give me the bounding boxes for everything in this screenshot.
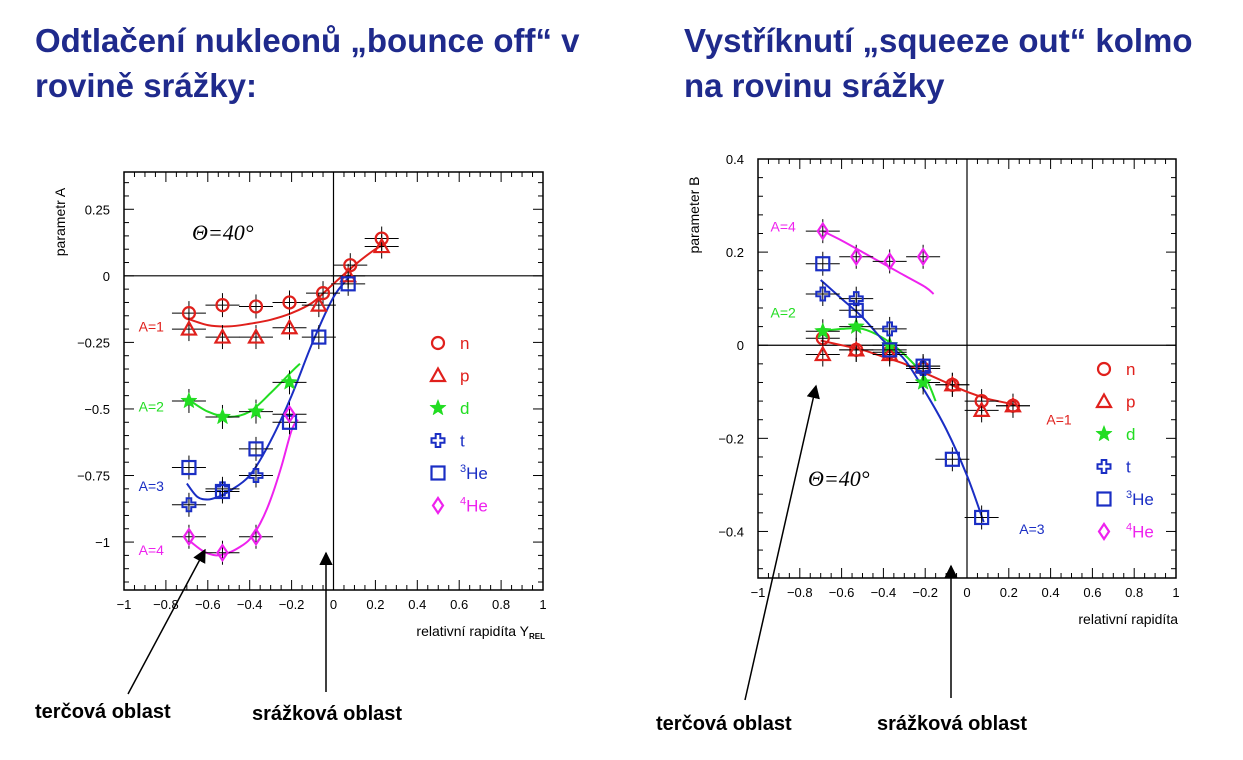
legend-text: He — [466, 497, 488, 516]
label-collision-region-left: srážková oblast — [252, 703, 402, 726]
label-target-region-right: terčová oblast — [656, 713, 792, 736]
fit-curve-a-4 — [191, 420, 298, 556]
legend-marker-he4 — [1099, 524, 1109, 539]
y-tick-label: −0.75 — [77, 469, 110, 484]
legend-label-t: t — [1126, 458, 1131, 477]
x-axis-label: relativní rapidíta — [1078, 611, 1178, 627]
y-tick-label: −0.4 — [718, 524, 744, 539]
label-target-region-left: terčová oblast — [35, 701, 171, 724]
y-tick-label: 0 — [103, 269, 110, 284]
y-tick-label: 0 — [737, 338, 744, 353]
series-4he — [806, 219, 940, 273]
legend-marker-t — [1098, 460, 1111, 473]
fit-curve-a-2 — [187, 364, 300, 417]
series-4he — [172, 402, 307, 564]
annotation-a-4: A=4 — [771, 219, 797, 235]
legend-label-he4: 4He — [1126, 522, 1154, 542]
x-tick-label: −0.2 — [279, 597, 305, 612]
x-tick-label: −0.8 — [787, 585, 813, 600]
legend-text: He — [1132, 490, 1154, 509]
label-collision-region-right: srážková oblast — [877, 713, 1027, 736]
x-tick-label: −0.4 — [237, 597, 263, 612]
x-tick-label: 0.6 — [1083, 585, 1101, 600]
legend-marker-he3 — [1098, 493, 1111, 506]
legend-label-he3: 3He — [1126, 489, 1154, 509]
annotation-a-4: A=4 — [139, 542, 165, 558]
x-tick-label: 0.2 — [1000, 585, 1018, 600]
y-tick-label: 0.25 — [85, 202, 110, 217]
legend-label-he3: 3He — [460, 463, 488, 483]
legend-label-p: p — [1126, 393, 1135, 412]
fit-curve-a-4 — [823, 231, 934, 294]
arrow-target-left — [128, 550, 205, 694]
y-tick-label: 0.4 — [726, 152, 744, 167]
legend-label-n: n — [1126, 360, 1135, 379]
y-tick-label: −1 — [95, 535, 110, 550]
chart-squeeze-out: −1 −0.8 −0.6 −0.4 −0.2 0 0.2 0.4 0.6 0.8 1 0.4 0.2 0 −… — [686, 152, 1180, 627]
legend-marker-he4 — [433, 498, 443, 513]
y-axis-label: parameter B — [686, 176, 702, 253]
x-axis-label: relativní rapidíta YREL — [416, 623, 545, 641]
y-tick-label: −0.5 — [84, 402, 110, 417]
annotation-a-2: A=2 — [771, 305, 797, 321]
legend-label-he4: 4He — [460, 496, 488, 516]
x-tick-label: 0 — [963, 585, 970, 600]
legend-label-p: p — [460, 367, 469, 386]
y-tick-label: 0.2 — [726, 245, 744, 260]
x-tick-label: 0.8 — [492, 597, 510, 612]
legend-marker-n — [1098, 363, 1110, 375]
legend-label-n: n — [460, 334, 469, 353]
series-p — [172, 235, 399, 350]
annotation-a-2: A=2 — [139, 398, 165, 414]
legend-marker-d — [430, 400, 446, 415]
x-tick-label: 0.8 — [1125, 585, 1143, 600]
x-tick-label: 1 — [1172, 585, 1179, 600]
x-tick-label: −0.8 — [153, 597, 179, 612]
chart-bounce-off: −1 −0.8 −0.6 −0.4 −0.2 0 0.2 0.4 0.6 0.8 1 0.25 0 −0.… — [52, 172, 547, 641]
legend-marker-p — [1097, 395, 1111, 408]
x-tick-label: −0.6 — [195, 597, 221, 612]
y-tick-label: −0.25 — [77, 335, 110, 350]
x-tick-label: −0.2 — [912, 585, 938, 600]
legend-label-d: d — [1126, 425, 1135, 444]
legend-marker-d — [1096, 426, 1112, 441]
legend-label-t: t — [460, 432, 465, 451]
theta-label: Θ=40° — [808, 466, 870, 491]
x-tick-label: −0.6 — [829, 585, 855, 600]
annotation-a-3: A=3 — [1019, 521, 1045, 537]
annotation-a-3: A=3 — [139, 478, 165, 494]
theta-label: Θ=40° — [192, 220, 254, 245]
x-tick-label: 0.2 — [366, 597, 384, 612]
legend-text: He — [1132, 523, 1154, 542]
legend-marker-p — [431, 369, 445, 382]
x-tick-label: −1 — [751, 585, 766, 600]
y-axis-label: parametr A — [52, 187, 68, 256]
x-tick-label: 0 — [330, 597, 337, 612]
x-tick-label: −0.4 — [871, 585, 897, 600]
arrow-target-right — [745, 386, 816, 700]
x-tick-label: 0.6 — [450, 597, 468, 612]
legend-label-d: d — [460, 399, 469, 418]
legend-marker-n — [432, 337, 444, 349]
annotation-arrows — [128, 386, 951, 700]
x-tick-label: −1 — [117, 597, 132, 612]
annotation-a-1: A=1 — [139, 318, 165, 334]
x-tick-label: 1 — [539, 597, 546, 612]
series-d — [172, 370, 307, 429]
legend-marker-t — [432, 434, 445, 447]
x-axis-label-subscript: REL — [529, 632, 545, 641]
x-tick-label: 0.4 — [408, 597, 426, 612]
y-tick-label: −0.2 — [718, 431, 744, 446]
annotation-a-1: A=1 — [1046, 412, 1072, 428]
x-tick-label: 0.4 — [1042, 585, 1060, 600]
legend-marker-he3 — [432, 467, 445, 480]
legend-text: He — [466, 464, 488, 483]
